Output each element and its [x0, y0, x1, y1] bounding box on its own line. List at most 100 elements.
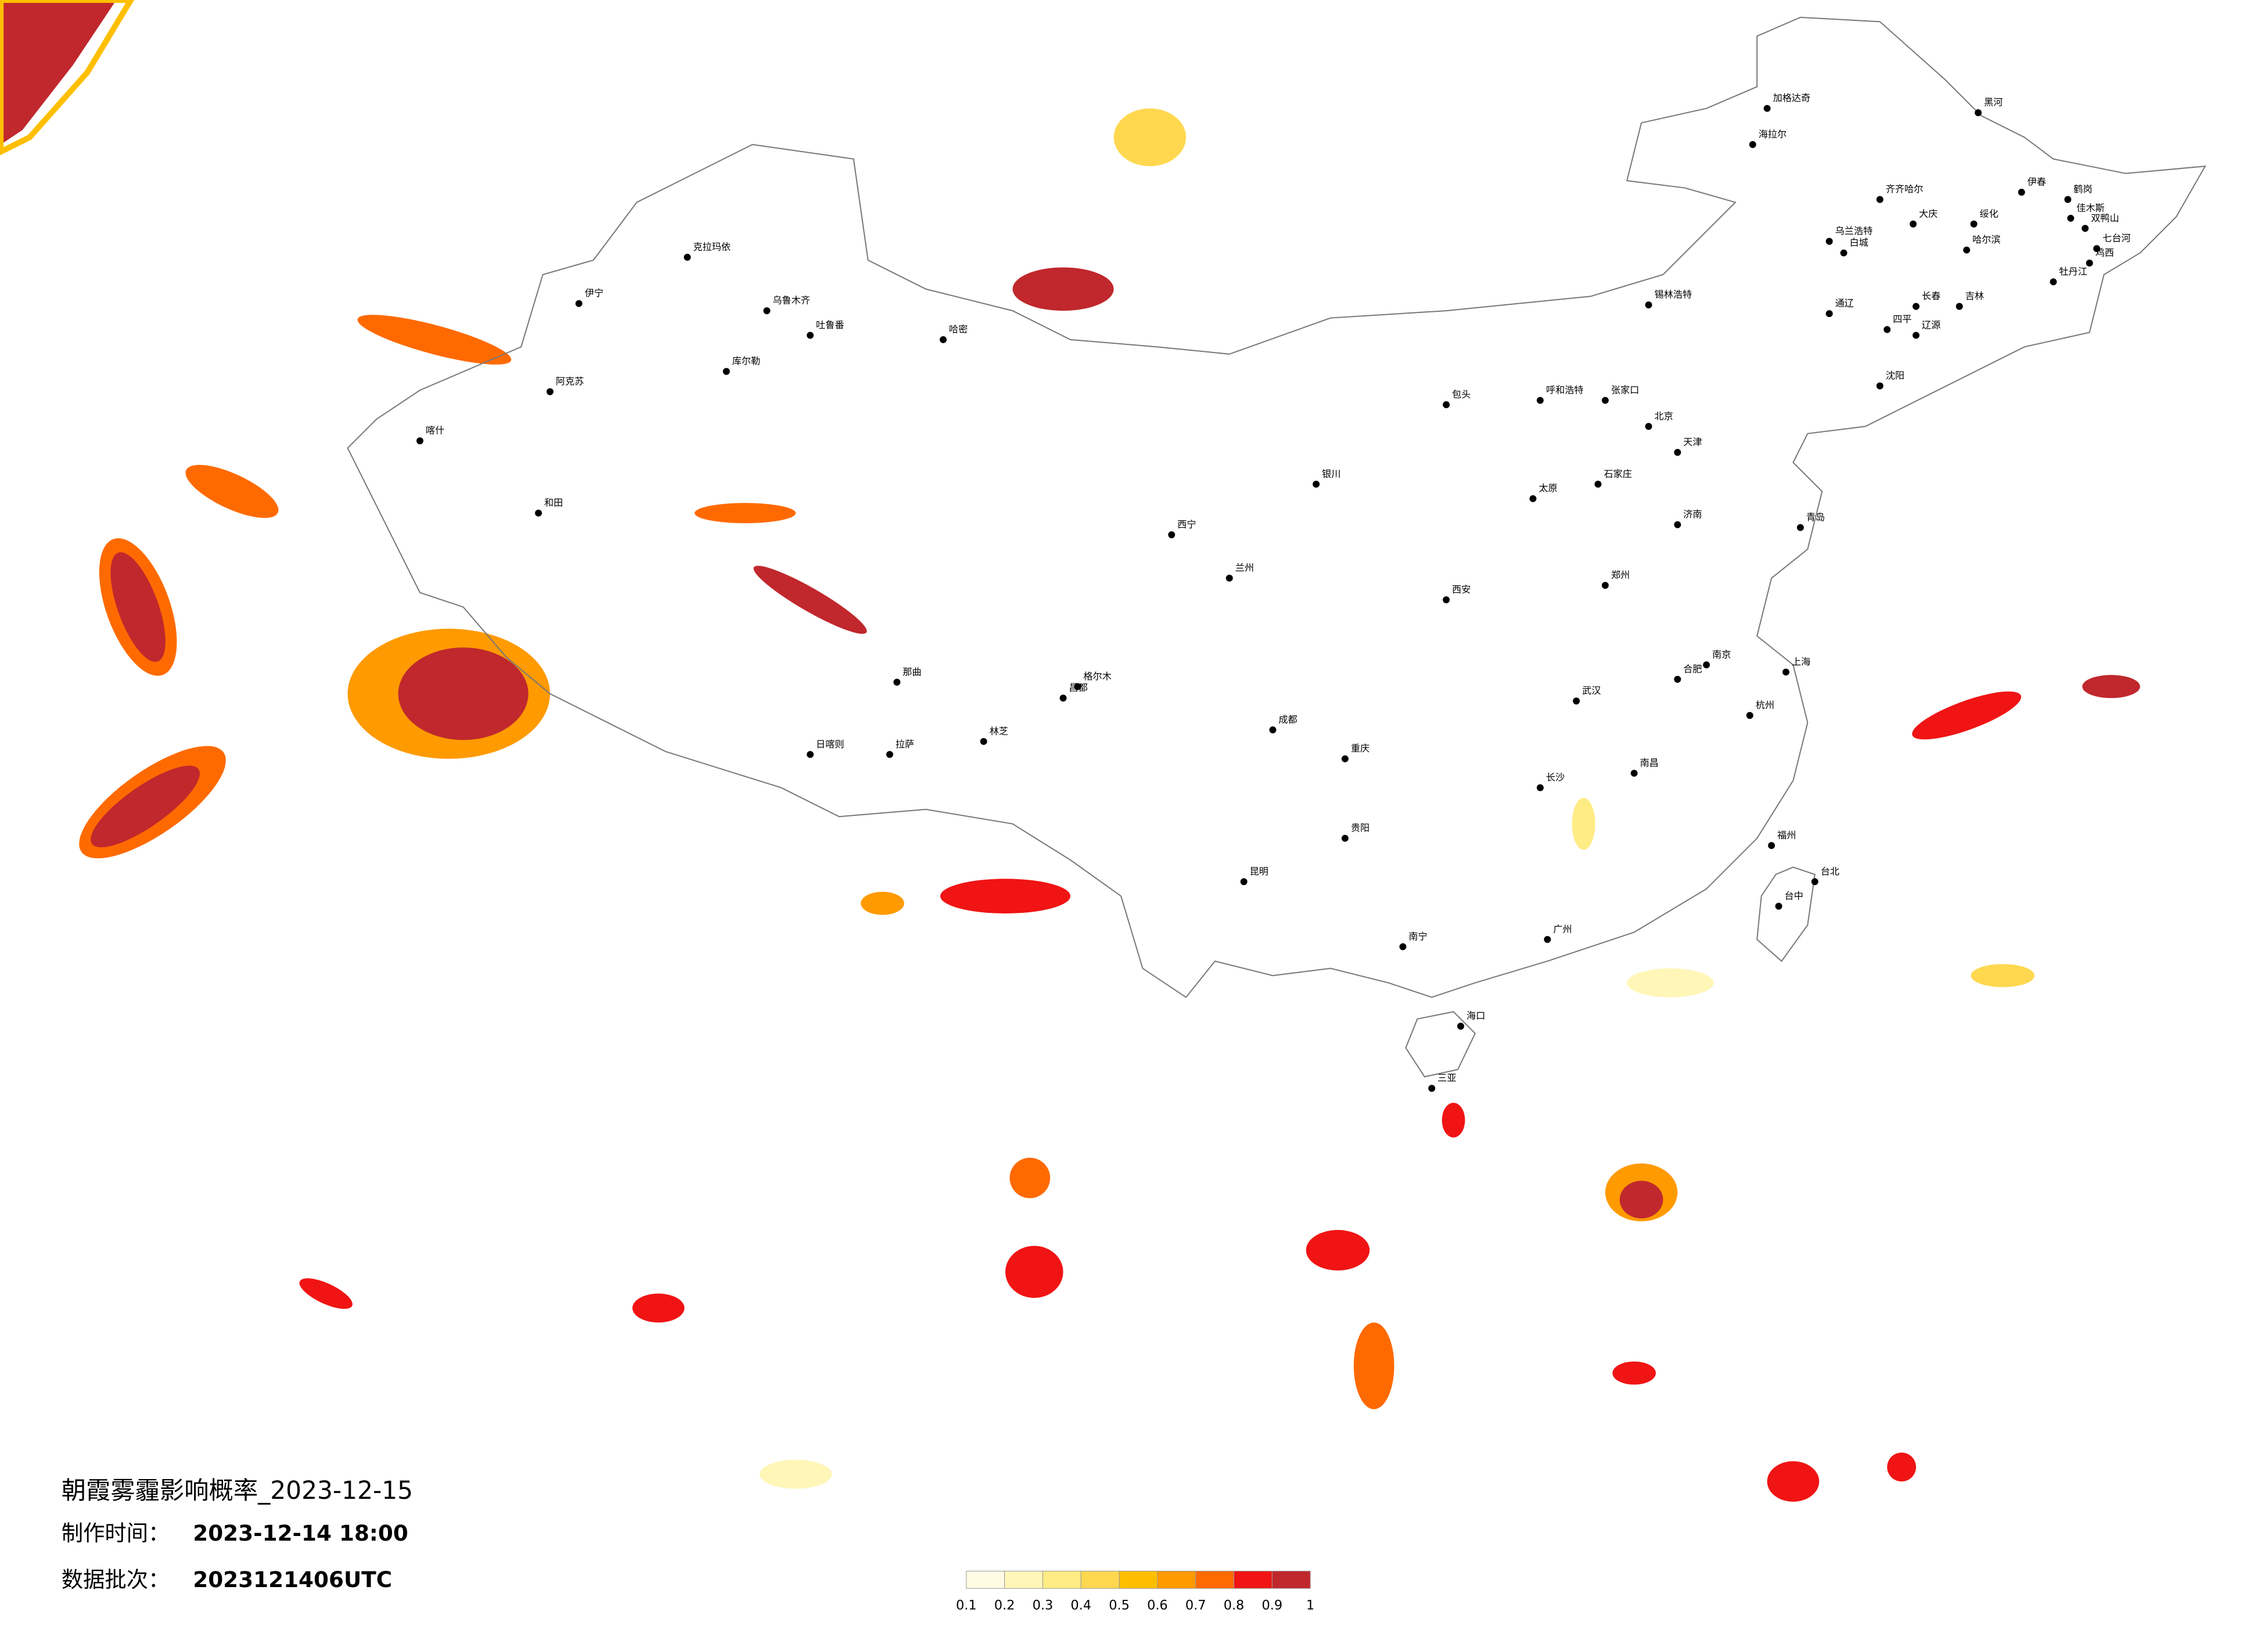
haze-area	[861, 891, 904, 915]
city-dot	[1225, 574, 1233, 582]
city-label: 白城	[1850, 237, 1868, 248]
city-dot	[1840, 249, 1848, 257]
city-label: 广州	[1553, 923, 1572, 934]
city-dot	[1674, 675, 1681, 683]
city-label: 乌兰浩特	[1835, 225, 1873, 236]
city-dot	[2086, 260, 2093, 267]
city-label: 包头	[1452, 388, 1471, 400]
city-label: 杭州	[1756, 700, 1774, 711]
haze-area	[1442, 1103, 1465, 1138]
city-dot	[1457, 1023, 1464, 1030]
city-label: 海拉尔	[1759, 128, 1787, 139]
haze-area	[0, 0, 135, 156]
city-dot	[1529, 495, 1537, 502]
city-label: 辽源	[1922, 319, 1940, 330]
city-dot	[1963, 246, 1971, 254]
city-dot	[1876, 196, 1884, 203]
made-time: 2023-12-14 18:00	[193, 1520, 408, 1546]
city-dot	[1630, 769, 1638, 777]
city-label: 吐鲁番	[816, 319, 844, 330]
batch: 2023121406UTC	[193, 1567, 392, 1592]
city-label: 长春	[1922, 290, 1940, 301]
colorbar-tick-label: 0.5	[1109, 1598, 1130, 1613]
colorbar-bin	[1004, 1570, 1043, 1589]
haze-area	[185, 465, 279, 518]
city-dot	[1746, 712, 1753, 719]
city-label: 伊宁	[585, 287, 603, 298]
haze-area	[1887, 1452, 1916, 1482]
title: 朝霞雾霾影响概率_2023-12-15	[62, 1476, 413, 1505]
city-dot	[535, 509, 542, 517]
city-dot	[1876, 382, 1884, 390]
city-dot	[1601, 582, 1609, 589]
city-dot	[807, 751, 814, 758]
city-label: 西宁	[1177, 519, 1196, 530]
haze-area	[694, 503, 796, 523]
city-dot	[886, 751, 893, 758]
city-label: 太原	[1539, 483, 1557, 494]
city-dot	[1399, 943, 1407, 951]
city-dot	[1601, 397, 1609, 404]
city-dot	[2093, 245, 2101, 253]
city-label: 呼和浩特	[1546, 384, 1584, 395]
colorbar-bin	[966, 1570, 1005, 1589]
colorbar-tick-label: 0.6	[1147, 1598, 1168, 1613]
city-label: 七台河	[2102, 233, 2130, 244]
city-dot	[1269, 726, 1277, 733]
city-label: 贵阳	[1351, 822, 1370, 833]
city-label: 银川	[1322, 468, 1340, 479]
city-label: 林芝	[990, 725, 1008, 736]
city-label: 青岛	[1806, 512, 1825, 523]
city-label: 佳木斯	[2076, 202, 2104, 213]
city-dot	[2064, 196, 2072, 203]
city-dot	[1645, 423, 1652, 430]
city-dot	[1674, 449, 1681, 456]
city-label: 加格达奇	[1773, 92, 1811, 103]
colorbar-tick-label: 0.9	[1262, 1598, 1283, 1613]
colorbar-bin	[1157, 1570, 1196, 1589]
haze-area	[110, 552, 166, 662]
haze-area	[940, 879, 1070, 913]
city-dot	[1796, 524, 1804, 531]
city-dot	[980, 738, 987, 745]
haze-area	[1627, 968, 1714, 998]
city-dot	[684, 254, 691, 261]
city-label: 那曲	[903, 666, 921, 677]
haze-area	[1012, 267, 1114, 311]
city-dot	[1341, 834, 1349, 842]
city-dot	[763, 307, 771, 315]
city-dot	[1775, 902, 1782, 910]
city-label: 南昌	[1640, 757, 1659, 768]
colorbar-tick-label: 0.3	[1033, 1598, 1054, 1613]
haze-area	[91, 765, 200, 848]
haze-area	[2082, 675, 2140, 699]
city-dot	[1674, 521, 1681, 528]
city-label: 格尔木	[1083, 671, 1111, 682]
city-dot	[2067, 214, 2075, 222]
city-label: 兰州	[1235, 562, 1254, 573]
country-outline	[347, 16, 2206, 1078]
city-label: 北京	[1655, 411, 1673, 422]
colorbar-bin	[1042, 1570, 1081, 1589]
city-label: 哈密	[949, 323, 968, 334]
city-label: 阿克苏	[556, 376, 584, 387]
city-label: 日喀则	[816, 739, 844, 750]
haze-area	[759, 1459, 832, 1489]
city-label: 三亚	[1437, 1073, 1456, 1084]
city-label: 南宁	[1408, 931, 1427, 942]
city-dot	[1240, 878, 1248, 886]
city-label: 克拉玛依	[693, 242, 731, 253]
colorbar-bin	[1234, 1570, 1273, 1589]
haze-area	[1009, 1157, 1051, 1199]
city-label: 拉萨	[896, 739, 914, 750]
city-label: 武汉	[1582, 685, 1601, 696]
city-label: 通辽	[1835, 298, 1854, 309]
batch-label: 数据批次：	[62, 1567, 170, 1592]
city-dot	[893, 678, 901, 686]
haze-area	[1, 0, 117, 145]
city-dot	[2050, 278, 2057, 286]
city-dot	[1443, 401, 1450, 408]
city-label: 四平	[1893, 314, 1911, 325]
city-dot	[1573, 697, 1580, 705]
